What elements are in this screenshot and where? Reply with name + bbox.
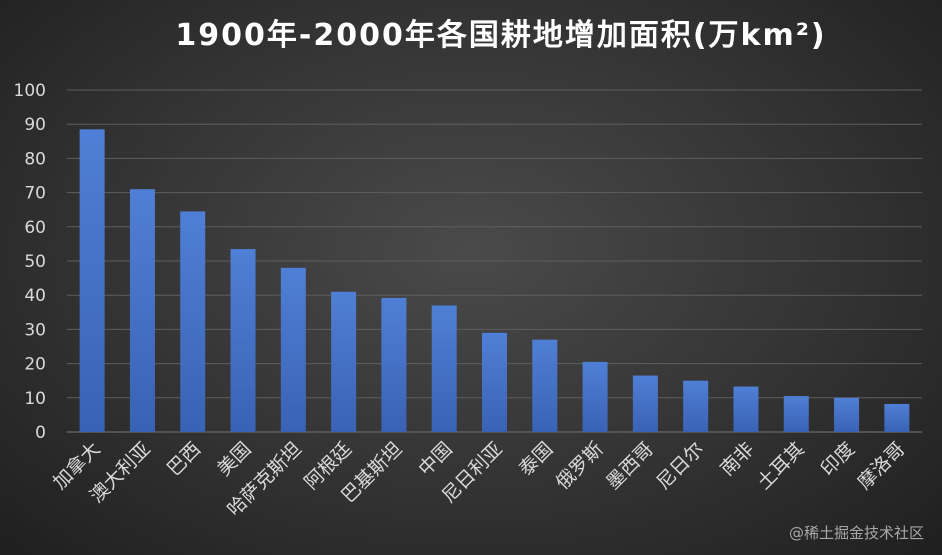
x-tick-label: 摩洛哥 (854, 438, 910, 494)
bar (482, 332, 507, 432)
bar (632, 375, 658, 432)
y-tick-label: 90 (24, 115, 46, 135)
watermark: @稀土掘金技术社区 (788, 524, 924, 542)
x-tick-label: 巴西 (163, 438, 205, 480)
y-tick-label: 80 (24, 149, 46, 169)
bar (733, 386, 759, 432)
y-tick-label: 20 (24, 355, 46, 375)
bar (884, 403, 910, 432)
y-tick-label: 30 (24, 320, 46, 340)
x-tick-label: 墨西哥 (602, 438, 658, 494)
bar (280, 267, 306, 432)
x-tick-label: 泰国 (515, 438, 557, 480)
bar (79, 129, 105, 432)
bars (79, 129, 910, 432)
y-tick-label: 50 (24, 252, 46, 272)
y-tick-label: 60 (24, 218, 46, 238)
x-tick-label: 尼日尔 (652, 438, 708, 494)
bar (180, 211, 206, 432)
y-tick-label: 0 (35, 423, 46, 443)
x-tick-label: 印度 (817, 438, 859, 480)
x-tick-label: 土耳其 (753, 438, 809, 494)
bar (683, 380, 709, 432)
bar (129, 189, 155, 432)
bar (582, 361, 608, 432)
chart-title: 1900年-2000年各国耕地增加面积(万km²) (175, 18, 827, 53)
x-tick-label: 南非 (716, 438, 758, 480)
x-tick-label: 中国 (414, 438, 456, 480)
y-tick-label: 100 (14, 81, 46, 101)
y-tick-label: 10 (24, 389, 46, 409)
bar (532, 339, 558, 432)
x-tick-label: 俄罗斯 (552, 438, 608, 494)
bar (381, 297, 407, 432)
y-tick-label: 70 (24, 184, 46, 204)
y-tick-label: 40 (24, 286, 46, 306)
x-tick-label: 美国 (213, 438, 255, 480)
bar (331, 291, 357, 432)
bar (834, 397, 860, 432)
bar (431, 305, 457, 432)
bar (783, 396, 809, 432)
bar (230, 249, 256, 432)
y-axis-ticks: 0 10 20 30 40 50 60 70 80 90 100 (14, 81, 46, 443)
